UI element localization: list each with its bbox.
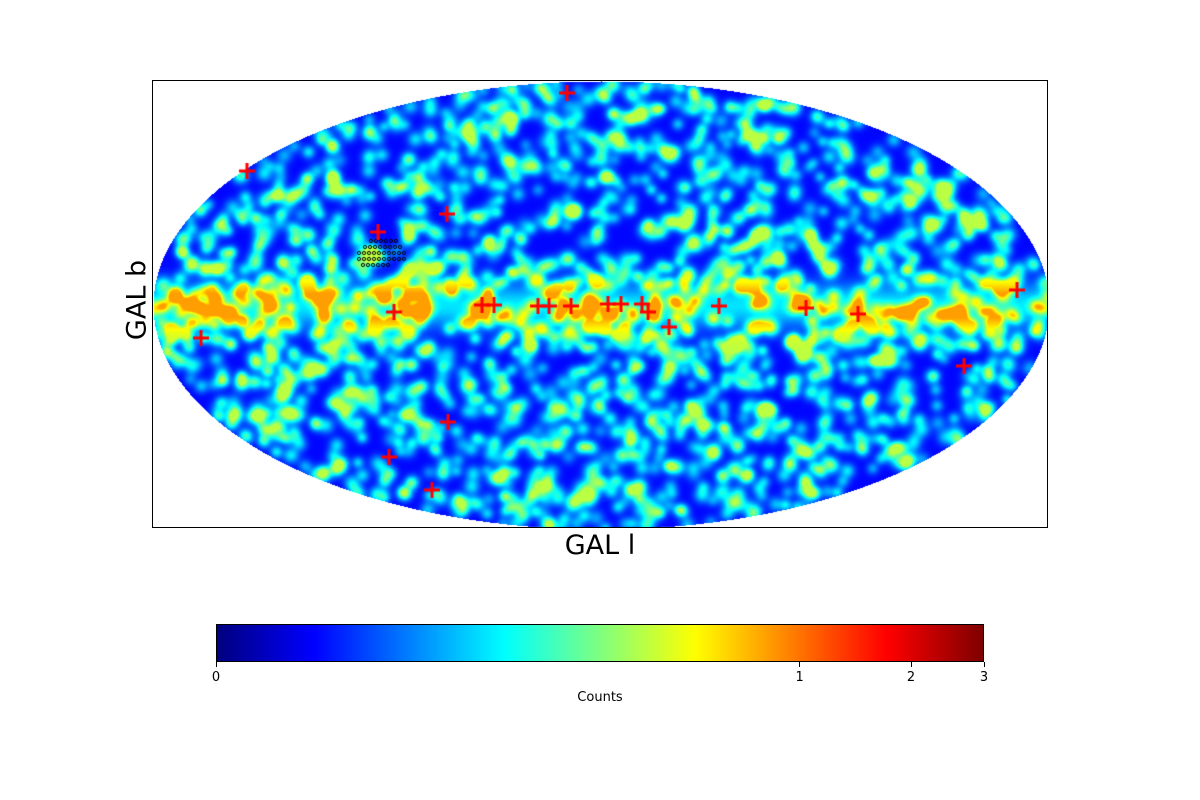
- colorbar: [216, 624, 984, 662]
- colorbar-tick: [983, 662, 985, 667]
- colorbar-label: Counts: [577, 690, 623, 705]
- colorbar-tick-label: 1: [795, 670, 804, 685]
- colorbar-tick-label: 2: [906, 670, 916, 685]
- sky-map-axes: [152, 80, 1048, 528]
- colorbar-tick: [215, 662, 217, 667]
- sky-map-canvas: [153, 81, 1047, 527]
- colorbar-tick: [910, 662, 912, 667]
- colorbar-tick: [799, 662, 801, 667]
- colorbar-tick-label: 0: [211, 670, 221, 685]
- x-axis-label: GAL l: [564, 530, 636, 561]
- colorbar-tick-label: 3: [979, 670, 989, 685]
- y-axis-label: GAL b: [121, 259, 153, 341]
